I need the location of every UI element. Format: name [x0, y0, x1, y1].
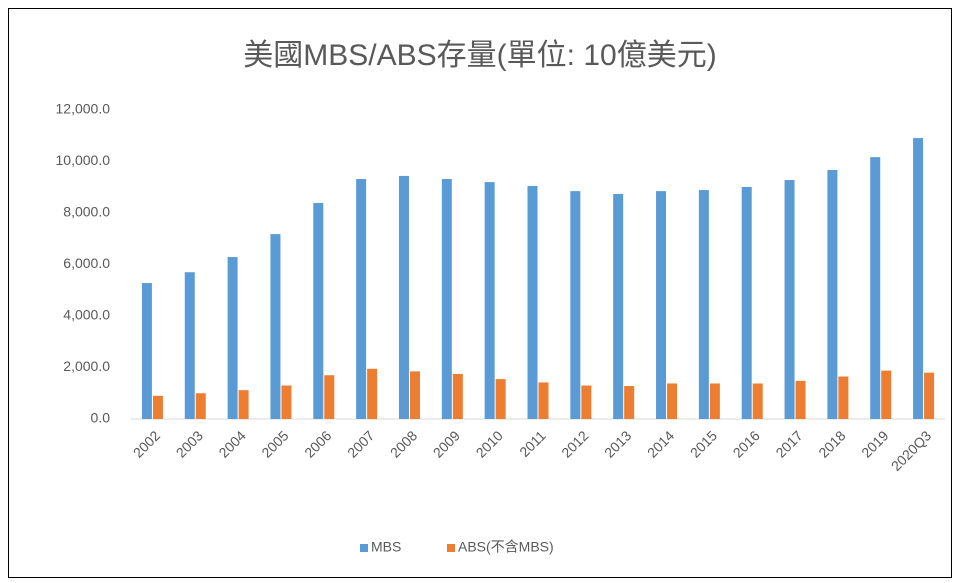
bar [281, 385, 292, 419]
bar [398, 175, 409, 419]
bar [270, 234, 281, 419]
bar [195, 393, 206, 419]
legend-swatch [447, 544, 455, 552]
bar [527, 185, 538, 419]
bar [570, 191, 581, 419]
bar [613, 193, 624, 419]
bar [238, 390, 249, 419]
bar [667, 383, 678, 419]
bar [624, 386, 635, 419]
y-tick-label: 0.0 [91, 410, 111, 426]
bar [313, 202, 324, 419]
bar [227, 257, 238, 419]
bar [141, 283, 152, 419]
y-tick-label: 12,000.0 [56, 101, 111, 117]
bar [741, 186, 752, 419]
bar [152, 395, 163, 419]
bar [698, 190, 709, 419]
bar [838, 376, 849, 419]
bar [827, 169, 838, 419]
bar [441, 179, 452, 419]
bar [913, 138, 924, 419]
y-tick-label: 10,000.0 [56, 152, 111, 168]
bar [795, 380, 806, 419]
bar [752, 383, 763, 419]
bar [784, 180, 795, 419]
y-tick-label: 4,000.0 [63, 307, 110, 323]
y-tick-label: 2,000.0 [63, 358, 110, 374]
y-tick-label: 6,000.0 [63, 255, 110, 271]
legend-label: MBS [371, 539, 401, 555]
bar [484, 182, 495, 419]
bar [409, 371, 420, 419]
chart-title: 美國MBS/ABS存量(單位: 10億美元) [243, 39, 716, 72]
bar [870, 157, 881, 419]
bar [184, 272, 195, 419]
bar [924, 372, 935, 419]
y-tick-label: 8,000.0 [63, 204, 110, 220]
bar [495, 379, 506, 419]
bar [881, 370, 892, 419]
bar [538, 382, 549, 419]
bar [367, 368, 378, 419]
bar [656, 191, 667, 419]
bar [324, 375, 335, 419]
bar [452, 373, 463, 419]
bar [356, 179, 367, 419]
legend-swatch [360, 544, 368, 552]
bar [709, 383, 720, 419]
bar [581, 385, 592, 419]
legend-label: ABS(不含MBS) [458, 539, 554, 555]
